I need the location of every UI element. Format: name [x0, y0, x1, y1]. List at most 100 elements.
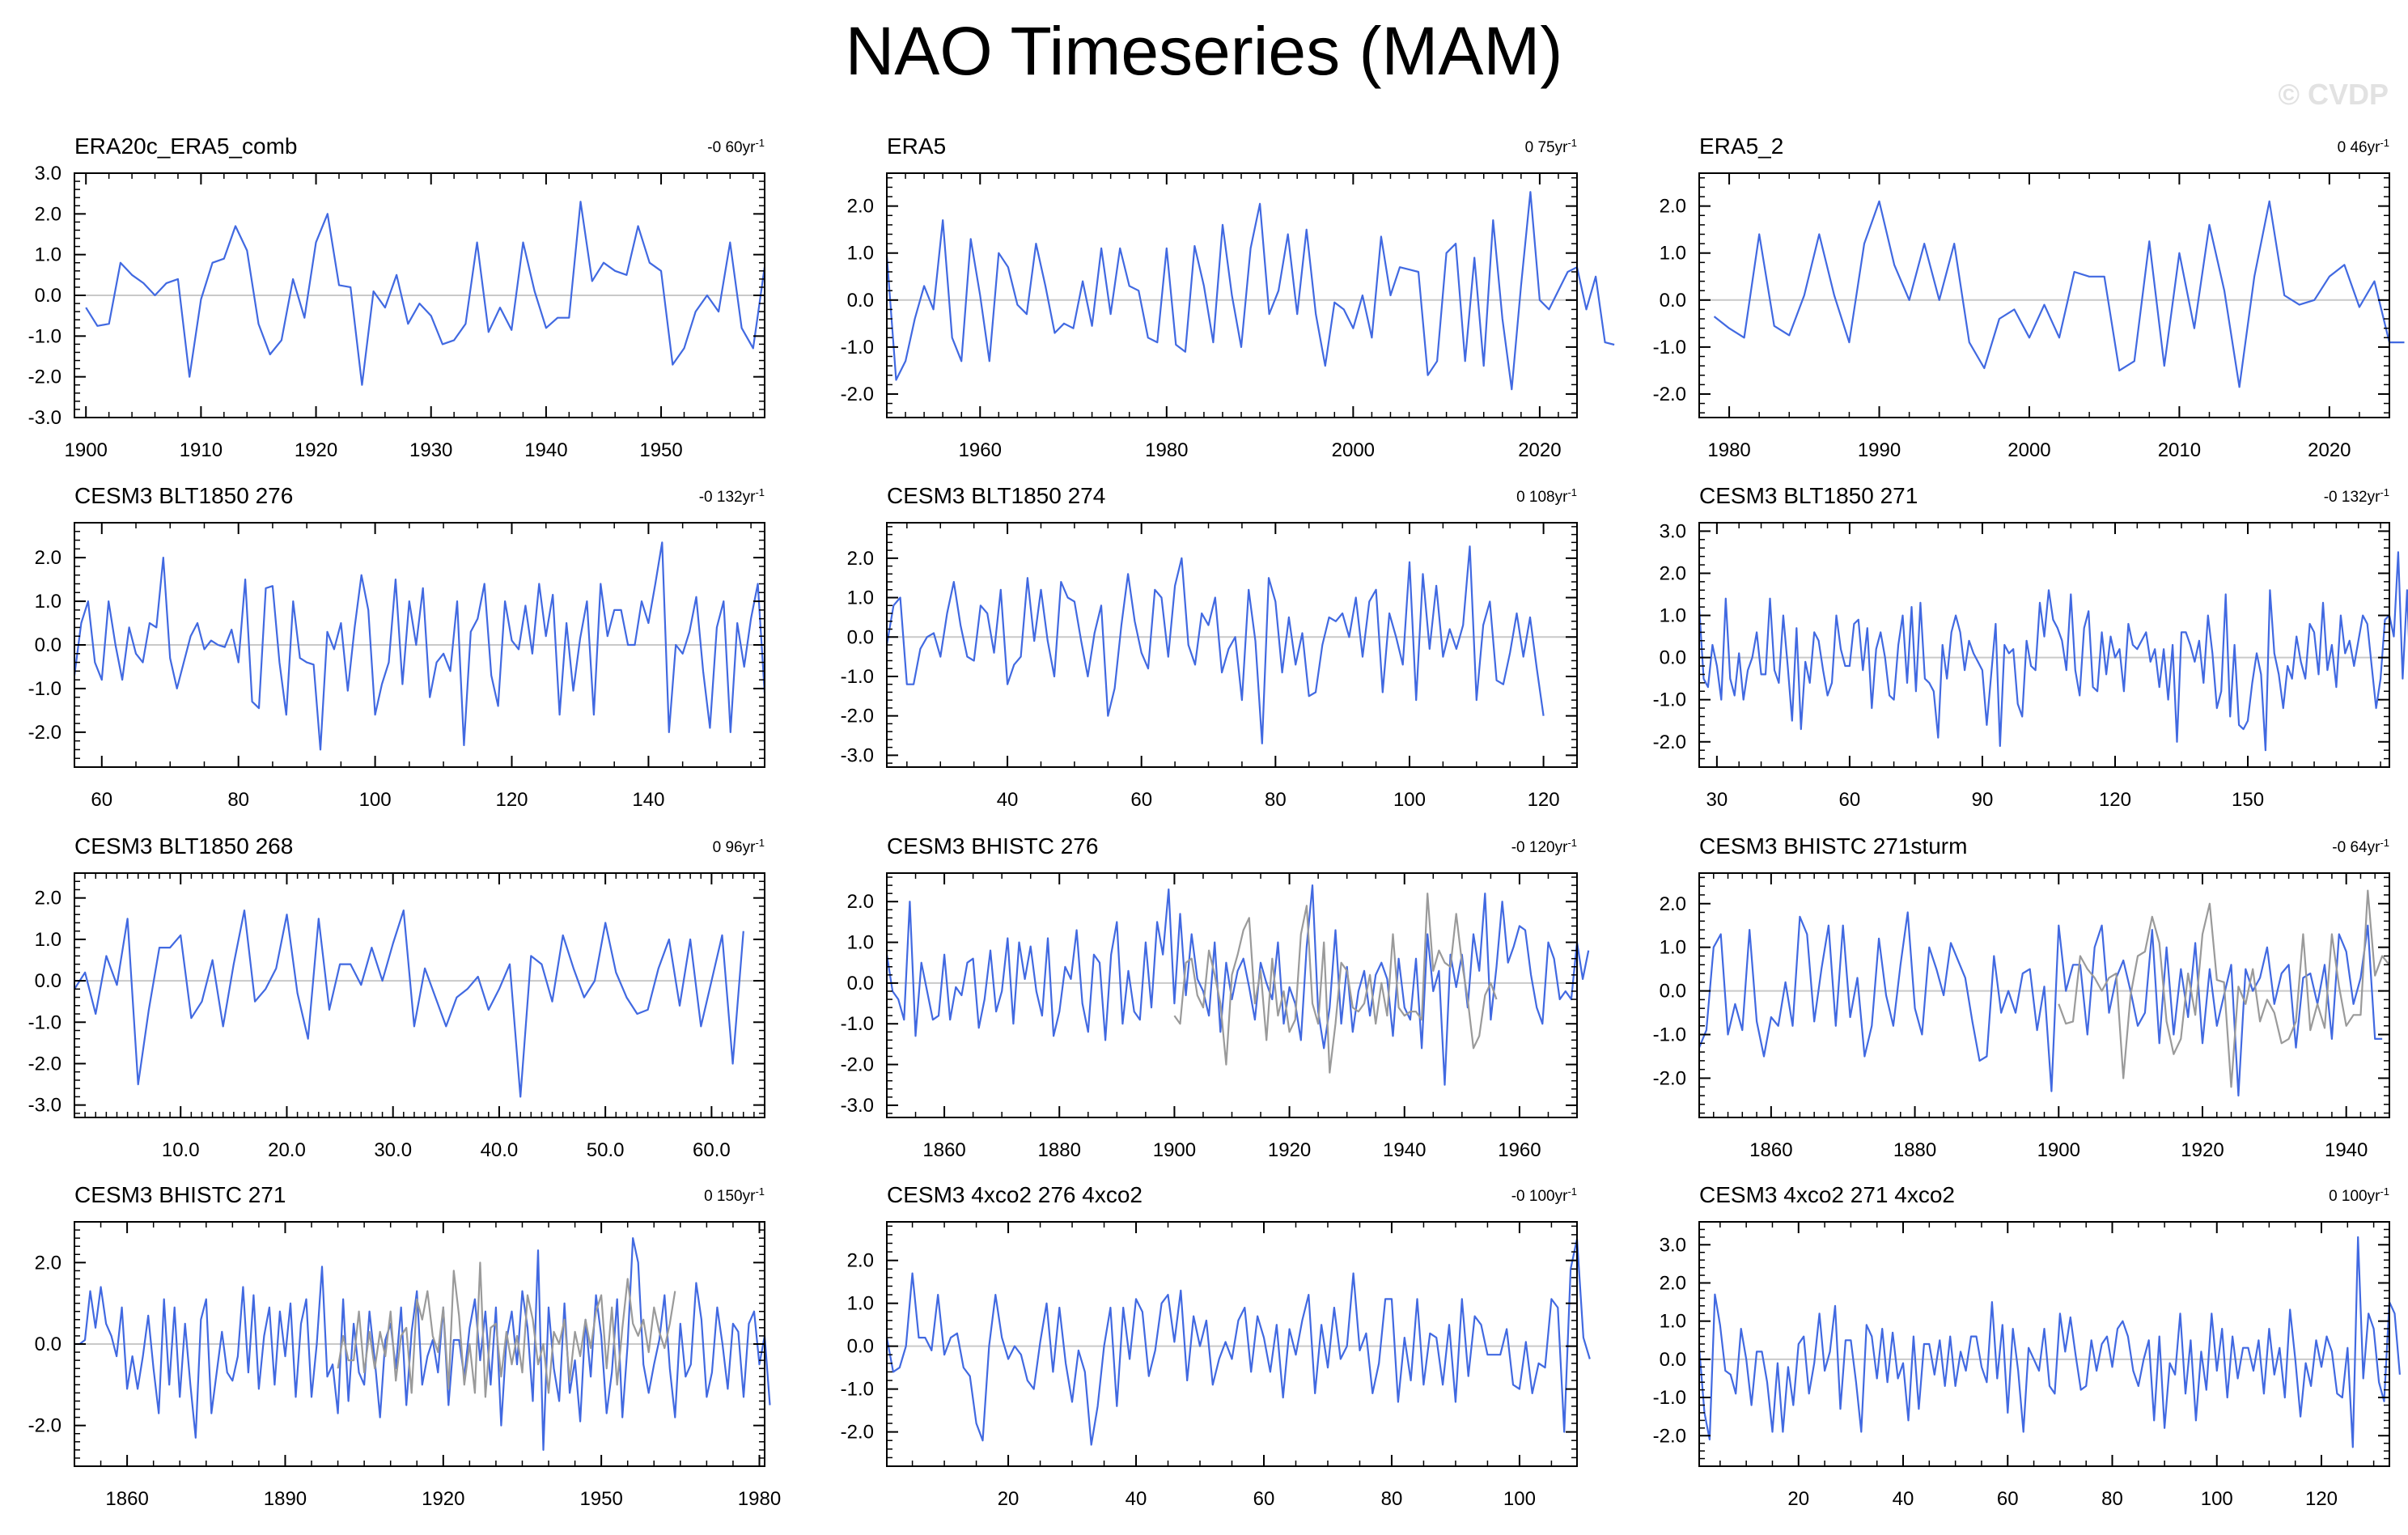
y-tick-label: 0.0	[847, 626, 874, 648]
y-tick-label: 1.0	[847, 1293, 874, 1315]
trend-label: -0 132yr-1	[2324, 486, 2389, 507]
panel-title: CESM3 BLT1850 274	[887, 483, 1105, 508]
trend-value: 0 108yr	[1516, 489, 1568, 506]
y-tick-label: 1.0	[35, 591, 61, 613]
x-tick-label: 10.0	[162, 1139, 200, 1161]
x-tick-label: 120	[1528, 789, 1560, 811]
x-tick-label: 140	[632, 789, 664, 811]
y-tick-label: -3.0	[28, 407, 61, 429]
trend-unit-exponent: -1	[2380, 837, 2389, 849]
x-tick-label: 1890	[264, 1488, 307, 1510]
panel-title: CESM3 4xco2 271 4xco2	[1699, 1182, 1955, 1207]
trend-unit-exponent: -1	[755, 137, 765, 149]
chart-panel-1: 1900 1910 1920 1930 1940 1950 -3.0 -2.0 -1.0 0.0 1…	[28, 134, 766, 461]
panel-title: CESM3 BHISTC 271sturm	[1699, 833, 1967, 859]
y-tick-label: 1.0	[35, 244, 61, 266]
x-tick-label: 1980	[738, 1488, 781, 1510]
x-tick-label: 60	[1839, 789, 1861, 811]
series-line-model	[1698, 1236, 2401, 1448]
x-tick-label: 1860	[105, 1488, 148, 1510]
trend-label: 0 100yr-1	[2329, 1185, 2389, 1206]
x-tick-label: 1960	[959, 439, 1002, 461]
x-tick-label: 60	[1130, 789, 1152, 811]
chart-panel-10: 1860 1890 1920 1950 1980 -2.0 0.0 2.0 CESM3 BHIS…	[28, 1182, 782, 1510]
x-tick-label: 40.0	[481, 1139, 519, 1161]
x-tick-label: 150	[2232, 789, 2264, 811]
series-line-model	[1698, 551, 2408, 752]
x-tick-label: 2020	[1518, 439, 1561, 461]
x-tick-label: 80	[2101, 1488, 2123, 1510]
trend-unit-exponent: -1	[755, 1185, 765, 1198]
y-tick-label: 1.0	[847, 587, 874, 609]
x-tick-label: 1920	[1268, 1139, 1311, 1161]
plot-frame	[1698, 1221, 2390, 1467]
x-tick-label: 1960	[1498, 1139, 1541, 1161]
trend-label: -0 120yr-1	[1511, 837, 1577, 857]
x-tick-label: 40	[1126, 1488, 1147, 1510]
panel-title: ERA5_2	[1699, 134, 1783, 159]
trend-value: -0 132yr	[699, 489, 756, 506]
trend-label: 0 75yr-1	[1525, 137, 1577, 157]
trend-label: 0 96yr-1	[713, 837, 765, 857]
y-tick-label: 0.0	[847, 1336, 874, 1358]
panel-title: CESM3 4xco2 276 4xco2	[887, 1182, 1143, 1207]
panel-title: CESM3 BLT1850 276	[74, 483, 293, 508]
x-tick-label: 100	[1503, 1488, 1536, 1510]
x-tick-label: 2000	[2007, 439, 2050, 461]
chart-panel-12: 20 40 60 80 100 120 -2.0 -1.0 0.0 1.0 2.0 3.0 CESM3 …	[1653, 1182, 2401, 1510]
trend-unit-exponent: -1	[2380, 486, 2389, 498]
x-tick-label: 20	[998, 1488, 1020, 1510]
y-tick-label: 0.0	[847, 973, 874, 994]
trend-value: -0 64yr	[2332, 839, 2380, 856]
x-tick-label: 1900	[2037, 1139, 2080, 1161]
x-tick-label: 1860	[1749, 1139, 1792, 1161]
y-tick-label: -3.0	[841, 1095, 874, 1117]
y-tick-label: -2.0	[1653, 731, 1686, 753]
chart-panel-11: 20 40 60 80 100 -2.0 -1.0 0.0 1.0 2.0 CESM3 4xco2 …	[841, 1182, 1591, 1510]
series-line-observed	[337, 1261, 676, 1398]
y-tick-label: -2.0	[28, 1415, 61, 1437]
panel-title: CESM3 BLT1850 271	[1699, 483, 1918, 508]
x-tick-label: 1980	[1145, 439, 1188, 461]
x-tick-label: 120	[2099, 789, 2131, 811]
y-tick-label: 1.0	[1660, 1311, 1686, 1333]
y-tick-label: 2.0	[847, 1250, 874, 1272]
y-tick-label: -2.0	[28, 367, 61, 388]
y-tick-label: -2.0	[28, 722, 61, 744]
watermark: © CVDP	[2278, 78, 2389, 111]
plot-frame	[1698, 172, 2390, 418]
trend-label: -0 60yr-1	[707, 137, 765, 157]
x-tick-label: 50.0	[587, 1139, 625, 1161]
panel-title: CESM3 BHISTC 276	[887, 833, 1098, 859]
chart-panel-8: 1860 1880 1900 1920 1940 1960 -3.0 -2.0 -1.0 0.0 1…	[841, 833, 1590, 1161]
trend-unit-exponent: -1	[2380, 1185, 2389, 1198]
x-tick-label: 1950	[579, 1488, 622, 1510]
x-tick-label: 80	[1381, 1488, 1403, 1510]
trend-value: 0 96yr	[713, 839, 756, 856]
y-tick-label: 2.0	[35, 203, 61, 225]
y-tick-label: 2.0	[1660, 893, 1686, 915]
y-tick-label: 1.0	[1660, 937, 1686, 959]
x-tick-label: 1920	[2181, 1139, 2224, 1161]
series-line-model	[73, 541, 766, 751]
series-line-observed	[1173, 893, 1498, 1074]
y-tick-label: -2.0	[1653, 384, 1686, 405]
x-tick-label: 1930	[409, 439, 452, 461]
x-tick-label: 1860	[922, 1139, 965, 1161]
x-tick-label: 80	[227, 789, 249, 811]
series-line-model	[1698, 911, 2383, 1097]
y-tick-label: -2.0	[1653, 1067, 1686, 1089]
y-tick-label: -2.0	[841, 1422, 874, 1444]
y-tick-label: 2.0	[35, 1252, 61, 1274]
x-tick-label: 100	[359, 789, 392, 811]
x-tick-label: 100	[1393, 789, 1426, 811]
y-tick-label: -3.0	[28, 1095, 61, 1117]
y-tick-label: 2.0	[1660, 562, 1686, 584]
trend-label: 0 46yr-1	[2338, 137, 2389, 157]
y-tick-label: -1.0	[28, 1011, 61, 1033]
x-tick-label: 1940	[2325, 1139, 2368, 1161]
y-tick-label: 2.0	[1660, 1273, 1686, 1295]
x-tick-label: 60	[1253, 1488, 1275, 1510]
x-tick-label: 1940	[1383, 1139, 1426, 1161]
